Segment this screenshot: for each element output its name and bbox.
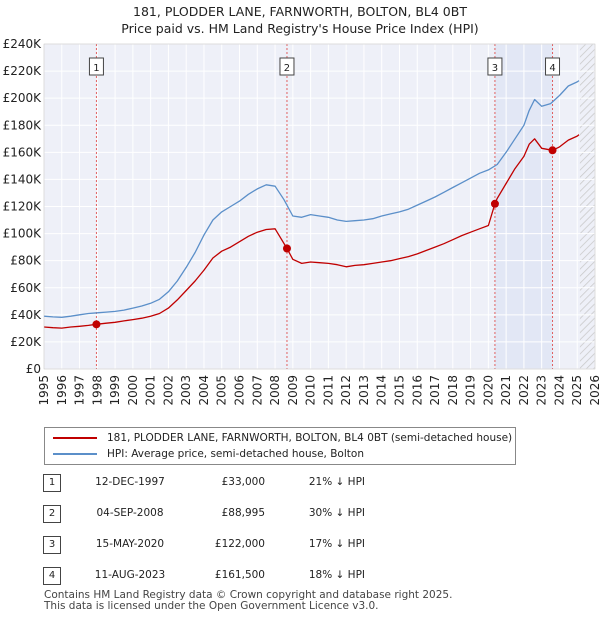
- x-tick-label: 2022: [517, 375, 531, 406]
- table-row: 2 04-SEP-2008 £88,995 30% ↓ HPI: [40, 503, 560, 525]
- legend: 181, PLODDER LANE, FARNWORTH, BOLTON, BL…: [44, 427, 516, 465]
- x-tick-label: 2025: [570, 375, 584, 406]
- annotation-label: 4: [549, 63, 555, 74]
- annotation-label: 2: [284, 63, 290, 74]
- x-tick-label: 2013: [357, 375, 371, 406]
- transaction-hpi-diff: 21% ↓ HPI: [308, 476, 365, 488]
- annotation-label: 1: [93, 63, 99, 74]
- price-chart: £0 £20K £40K £60K £80K £100K £120K £140K £160K £1…: [3, 37, 600, 406]
- x-tick-label: 2012: [339, 375, 353, 406]
- x-tick-label: 2015: [392, 375, 406, 406]
- x-tick-label: 2004: [197, 375, 211, 406]
- y-tick-label: £0: [26, 362, 41, 376]
- x-tick-label: 2016: [410, 375, 424, 406]
- y-tick-label: £160K: [3, 145, 43, 159]
- x-tick-label: 1999: [108, 375, 122, 406]
- x-tick-label: 2001: [144, 375, 158, 406]
- y-tick-label: £140K: [3, 172, 43, 186]
- y-tick-label: £80K: [10, 254, 42, 268]
- transaction-hpi-diff: 30% ↓ HPI: [308, 507, 365, 519]
- x-tick-label: 2002: [161, 375, 175, 406]
- transaction-date: 11-AUG-2023: [94, 569, 166, 581]
- annotation-box: [279, 57, 295, 76]
- x-tick-label: 2011: [321, 375, 335, 406]
- x-tick-label: 2010: [304, 375, 318, 406]
- x-tick-label: 1996: [55, 375, 69, 406]
- x-tick-label: 2007: [250, 375, 264, 406]
- annotation-box: [88, 57, 104, 76]
- transaction-marker: 4: [43, 567, 61, 585]
- y-tick-label: £120K: [3, 200, 43, 214]
- x-tick-label: 2008: [268, 375, 282, 406]
- x-tick-label: 1995: [37, 375, 51, 406]
- x-tick-label: 2005: [215, 375, 229, 406]
- transaction-date: 04-SEP-2008: [96, 507, 164, 519]
- legend-item-property: 181, PLODDER LANE, FARNWORTH, BOLTON, BL…: [53, 430, 512, 446]
- legend-swatch-hpi: [53, 453, 97, 455]
- x-tick-label: 2023: [535, 375, 549, 406]
- y-tick-label: £180K: [3, 118, 43, 132]
- x-tick-label: 2009: [286, 375, 300, 406]
- x-tick-label: 2026: [588, 375, 600, 406]
- annotation-label: 3: [492, 63, 498, 74]
- y-tick-label: £40K: [10, 308, 42, 322]
- legend-item-hpi: HPI: Average price, semi-detached house,…: [53, 446, 364, 462]
- sale-point-marker: [92, 320, 101, 329]
- x-tick-label: 2021: [499, 375, 513, 406]
- table-row: 4 11-AUG-2023 £161,500 18% ↓ HPI: [40, 565, 560, 587]
- hpi-series-line: [43, 80, 580, 318]
- transaction-price: £33,000: [221, 476, 265, 488]
- annotation-box: [545, 57, 561, 76]
- transaction-price: £122,000: [214, 538, 265, 550]
- transaction-price: £88,995: [221, 507, 265, 519]
- chart-title: 181, PLODDER LANE, FARNWORTH, BOLTON, BL…: [133, 4, 467, 19]
- legend-swatch-property: [53, 437, 97, 439]
- x-tick-label: 2014: [375, 375, 389, 406]
- x-tick-label: 2019: [464, 375, 478, 406]
- x-tick-label: 1997: [73, 375, 87, 406]
- plot-border: [43, 43, 596, 370]
- y-tick-label: £100K: [3, 227, 43, 241]
- transaction-marker: 1: [43, 474, 61, 492]
- y-tick-label: £60K: [10, 281, 42, 295]
- transaction-marker: 3: [43, 536, 61, 554]
- x-tick-label: 2018: [446, 375, 460, 406]
- legend-label-hpi: HPI: Average price, semi-detached house,…: [107, 448, 364, 460]
- x-tick-label: 2024: [552, 375, 566, 406]
- chart-subtitle: Price paid vs. HM Land Registry's House …: [121, 21, 479, 36]
- x-tick-label: 2020: [481, 375, 495, 406]
- property-series-line: [43, 134, 580, 329]
- x-tick-label: 2003: [179, 375, 193, 406]
- sale-point-marker: [490, 199, 499, 208]
- annotation-box: [487, 57, 503, 76]
- y-tick-label: £200K: [3, 91, 43, 105]
- x-tick-label: 2006: [233, 375, 247, 406]
- transaction-price: £161,500: [214, 569, 265, 581]
- transaction-hpi-diff: 17% ↓ HPI: [308, 538, 365, 550]
- sale-point-marker: [282, 244, 291, 253]
- table-row: 3 15-MAY-2020 £122,000 17% ↓ HPI: [40, 534, 560, 556]
- x-tick-label: 2000: [126, 375, 140, 406]
- sale-point-marker: [548, 146, 557, 155]
- y-tick-label: £220K: [3, 64, 43, 78]
- x-tick-label: 1998: [90, 375, 104, 406]
- y-tick-label: £240K: [3, 37, 43, 51]
- transaction-hpi-diff: 18% ↓ HPI: [308, 569, 365, 581]
- x-tick-label: 2017: [428, 375, 442, 406]
- table-row: 1 12-DEC-1997 £33,000 21% ↓ HPI: [40, 472, 560, 494]
- transaction-date: 15-MAY-2020: [95, 538, 165, 550]
- footer-licence: This data is licensed under the Open Gov…: [44, 600, 379, 612]
- y-tick-label: £20K: [10, 335, 42, 349]
- transaction-date: 12-DEC-1997: [95, 476, 165, 488]
- transaction-marker: 2: [43, 505, 61, 523]
- footer-copyright: Contains HM Land Registry data © Crown c…: [44, 589, 453, 601]
- legend-label-property: 181, PLODDER LANE, FARNWORTH, BOLTON, BL…: [107, 432, 513, 444]
- footer: Contains HM Land Registry data © Crown c…: [44, 590, 452, 612]
